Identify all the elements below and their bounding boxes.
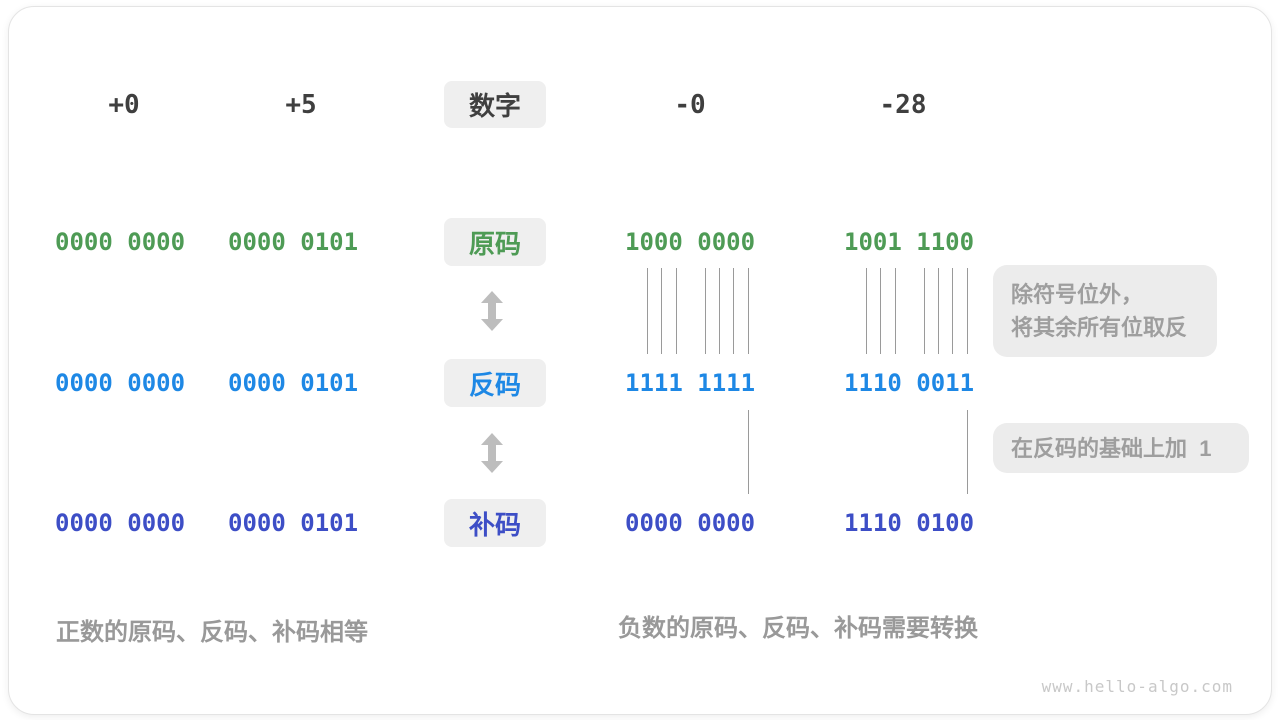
header-minus-zero: -0 <box>674 90 706 120</box>
bit-connector-line <box>952 268 954 354</box>
updown-arrow-icon <box>481 291 503 331</box>
header-minus-twenty-eight: -28 <box>879 90 927 120</box>
bit-connector-line <box>747 410 749 494</box>
ones-bits-minus-zero: 1111 1111 <box>625 369 756 397</box>
invert-bits-annotation: 除符号位外， 将其余所有位取反 <box>993 265 1217 357</box>
twos-bits-minus-zero: 0000 0000 <box>625 509 756 537</box>
sign-bits-plus-five: 0000 0101 <box>228 228 359 256</box>
header-plus-zero: +0 <box>108 90 140 120</box>
bit-connector-line <box>865 268 867 354</box>
ones-label-box: 反码 <box>444 359 546 407</box>
header-plus-five: +5 <box>285 90 317 120</box>
bit-connector-line <box>661 268 663 354</box>
bit-connector-line <box>646 268 648 354</box>
updown-arrow-icon <box>481 433 503 473</box>
sign-bits-plus-zero: 0000 0000 <box>55 228 186 256</box>
negative-numbers-caption: 负数的原码、反码、补码需要转换 <box>618 615 978 642</box>
annotation-line: 除符号位外， <box>1011 282 1144 307</box>
bit-connector-line <box>923 268 925 354</box>
number-label-box: 数字 <box>444 81 546 128</box>
bit-connector-line <box>937 268 939 354</box>
add-one-annotation: 在反码的基础上加 1 <box>993 423 1249 473</box>
twos-bits-plus-zero: 0000 0000 <box>55 509 186 537</box>
ones-bits-plus-five: 0000 0101 <box>228 369 359 397</box>
bit-connector-line <box>880 268 882 354</box>
bit-connector-line <box>747 268 749 354</box>
ones-bits-plus-zero: 0000 0000 <box>55 369 186 397</box>
positive-numbers-caption: 正数的原码、反码、补码相等 <box>56 619 368 646</box>
bit-connector-line <box>704 268 706 354</box>
bit-connector-line <box>675 268 677 354</box>
annotation-line: 在反码的基础上加 1 <box>1011 435 1212 461</box>
bit-connector-line <box>718 268 720 354</box>
site-watermark: www.hello-algo.com <box>1041 677 1233 696</box>
twos-label-box: 补码 <box>444 499 546 547</box>
sign-label-box: 原码 <box>444 218 546 266</box>
ones-bits-minus-28: 1110 0011 <box>844 369 975 397</box>
bit-connector-line <box>733 268 735 354</box>
diagram-card <box>8 6 1272 715</box>
bit-connector-line <box>966 268 968 354</box>
twos-bits-plus-five: 0000 0101 <box>228 509 359 537</box>
sign-bits-minus-28: 1001 1100 <box>844 228 975 256</box>
sign-bits-minus-zero: 1000 0000 <box>625 228 756 256</box>
twos-bits-minus-28: 1110 0100 <box>844 509 975 537</box>
bit-connector-line <box>966 410 968 494</box>
annotation-line: 将其余所有位取反 <box>1011 315 1188 340</box>
bit-connector-line <box>894 268 896 354</box>
